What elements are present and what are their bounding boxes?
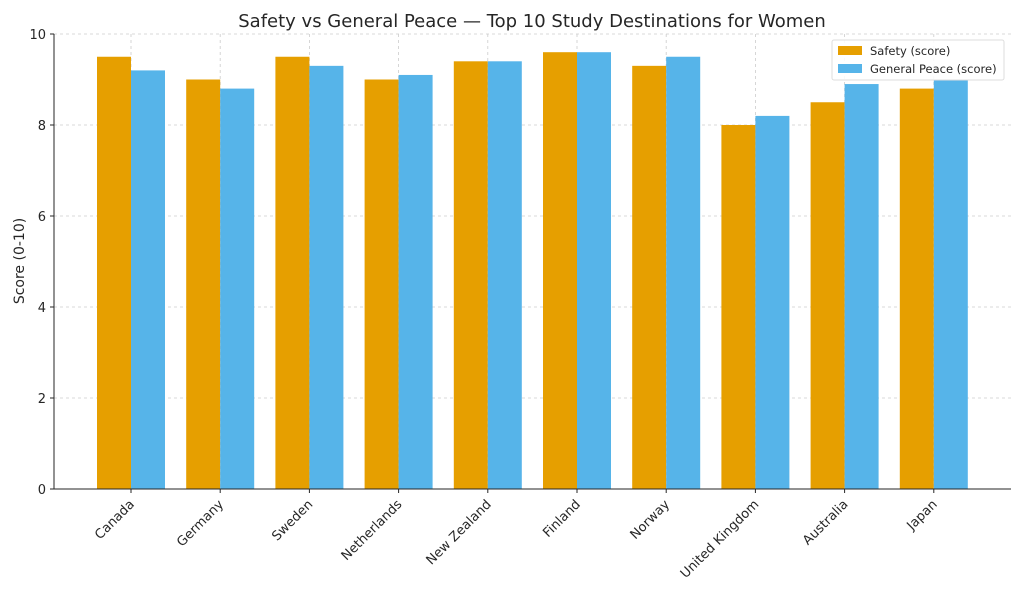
bar-safety [810,102,845,489]
bar-safety [453,61,488,490]
bar-safety [275,56,310,489]
y-tick-label: 0 [38,483,46,498]
y-tick-label: 2 [38,392,46,407]
bar-peace [220,88,255,489]
bar-peace [131,70,165,490]
bar-safety [97,56,131,489]
x-tick-label: Netherlands [339,497,406,564]
legend: Safety (score) General Peace (score) [831,39,1005,81]
bar-peace [666,56,701,489]
legend-swatch [838,64,862,73]
bar-safety [632,65,667,489]
bar-peace [309,65,344,489]
bar-peace [577,52,611,489]
y-tick-label: 6 [38,210,46,225]
x-tick-label: Australia [800,497,851,548]
x-tick-label: New Zealand [424,497,495,568]
y-axis-label: Score (0-10) [12,218,28,304]
bar-peace [844,84,879,490]
bar-peace [755,115,790,490]
y-tick-label: 4 [38,301,46,316]
bar-peace [933,79,968,489]
bar-peace [487,61,522,490]
legend-label: Safety (score) [870,44,950,58]
chart-title: Safety vs General Peace — Top 10 Study D… [238,11,826,32]
x-tick-label: Norway [628,497,674,543]
x-tick-label: United Kingdom [678,497,762,581]
bar-peace [398,74,433,489]
legend-swatch [838,46,862,55]
y-tick-label: 10 [29,28,46,43]
x-tick-label: Japan [904,497,941,534]
bar-safety [186,79,221,489]
legend-box [831,39,1005,81]
x-tick-label: Sweden [269,497,316,544]
bar-safety [721,125,756,489]
x-tick-label: Germany [174,497,227,550]
bar-safety [543,52,577,489]
bar-safety [364,79,399,489]
x-tick-label: Finland [540,497,583,540]
y-tick-label: 8 [38,119,46,134]
legend-label: General Peace (score) [870,62,997,76]
x-tick-label: Canada [92,497,138,543]
bar-safety [899,88,934,489]
